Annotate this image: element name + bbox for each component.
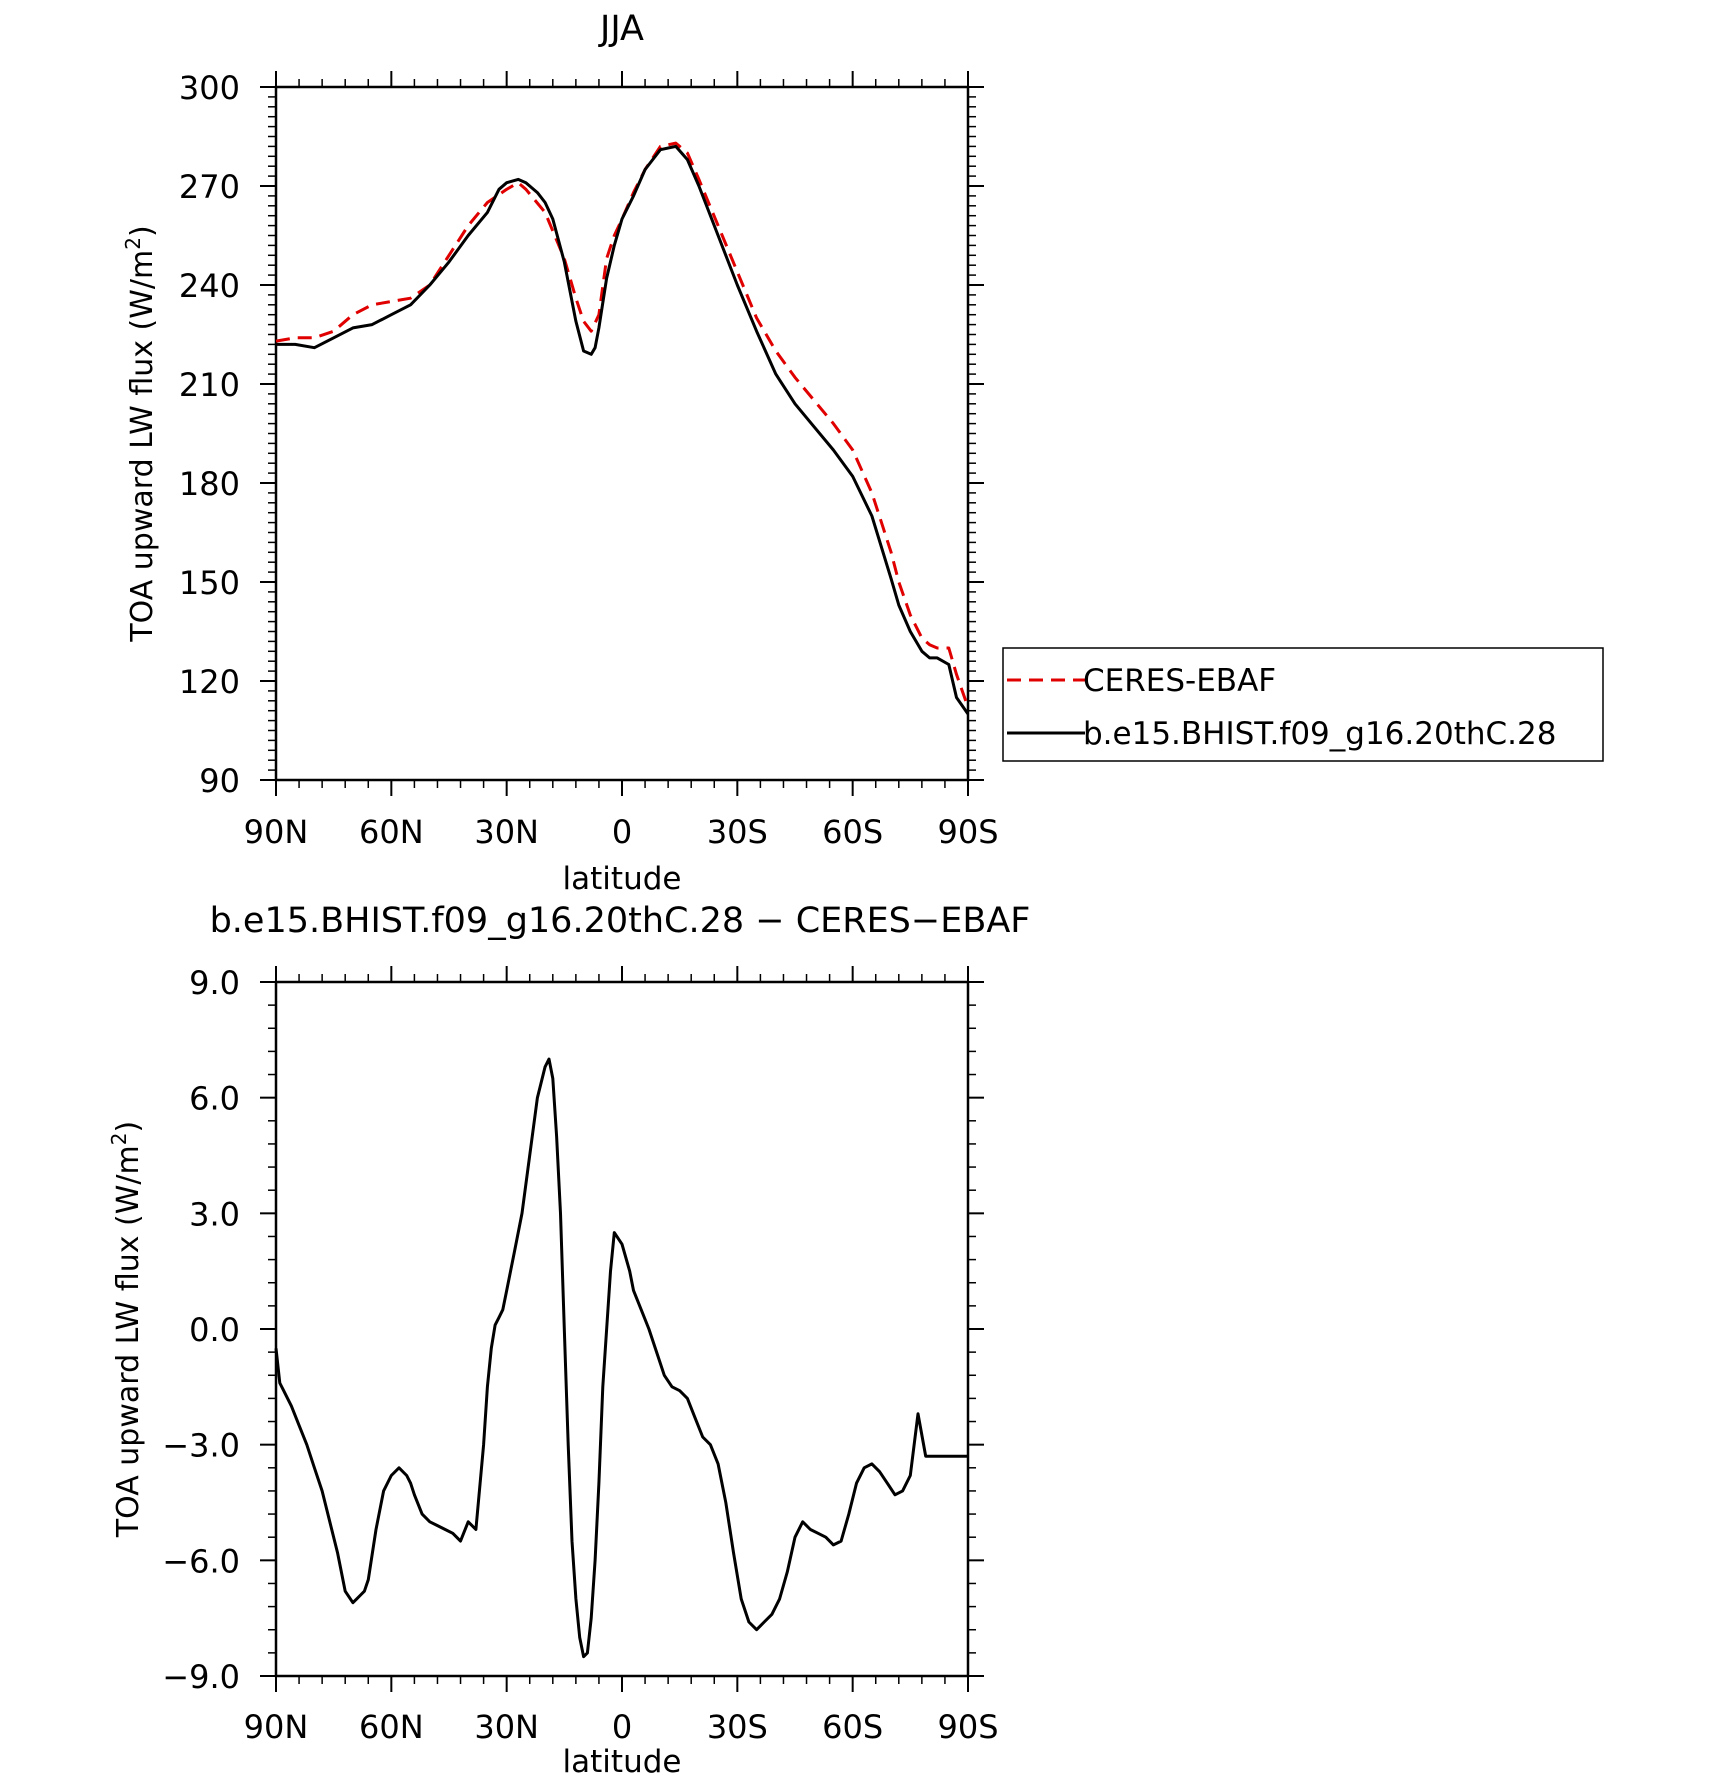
y-axis-label-text: TOA upward LW flux (W/m [125, 250, 160, 643]
y-axis-label-sup: 2 [107, 1133, 131, 1146]
y-tick-label: 300 [179, 69, 240, 107]
y-tick-label: 180 [179, 465, 240, 503]
legend: CERES-EBAF b.e15.BHIST.f09_g16.20thC.28 [1002, 647, 1604, 762]
x-tick-label: 0 [612, 1708, 632, 1746]
x-tick-label: 90N [244, 813, 309, 851]
series-line-2 [276, 144, 970, 715]
y-tick-label: 270 [179, 168, 240, 206]
x-tick-label: 60S [822, 1708, 883, 1746]
plot-frame [274, 85, 970, 782]
legend-label-1: CERES-EBAF [1083, 663, 1276, 699]
top-panel: JJA 90 120 150 180 210 240 270 300 90N 60N 30N 0 30S 6… [121, 9, 999, 897]
bottom-panel: b.e15.BHIST.f09_g16.20thC.28 − CERES−EBA… [107, 901, 1030, 1777]
y-tick-label: 150 [179, 564, 240, 602]
y-axis-label: TOA upward LW flux (W/m2) [107, 1121, 146, 1538]
x-tick-label: 60N [359, 1708, 424, 1746]
x-tick-label: 30S [707, 813, 768, 851]
y-axis-label-sup: 2 [121, 237, 145, 250]
y-tick-label: 0.0 [189, 1311, 240, 1349]
y-axis-label: TOA upward LW flux (W/m2) [121, 225, 160, 642]
y-tick-label: −3.0 [162, 1427, 240, 1465]
legend-label-2: b.e15.BHIST.f09_g16.20thC.28 [1083, 716, 1556, 752]
y-tick-label: −6.0 [162, 1542, 240, 1580]
y-tick-label: 90 [199, 762, 240, 800]
y-tick-label: 210 [179, 366, 240, 404]
x-tick-label: 30N [474, 813, 539, 851]
legend-box [1002, 647, 1604, 762]
y-tick-label: −9.0 [162, 1658, 240, 1696]
x-axis-label: latitude [563, 1744, 682, 1777]
x-tick-label: 90S [937, 1708, 998, 1746]
y-tick-label: 240 [179, 267, 240, 305]
x-tick-label: 90S [937, 813, 998, 851]
x-tick-label: 30N [474, 1708, 539, 1746]
y-tick-label: 6.0 [189, 1080, 240, 1118]
y-axis-label-close: ) [111, 1121, 146, 1133]
y-axis-label-text: TOA upward LW flux (W/m [111, 1145, 146, 1538]
x-tick-label: 0 [612, 813, 632, 851]
y-axis-label-close: ) [125, 225, 160, 237]
y-tick-label: 3.0 [189, 1195, 240, 1233]
x-tick-label: 30S [707, 1708, 768, 1746]
x-tick-label: 60N [359, 813, 424, 851]
x-tick-label: 60S [822, 813, 883, 851]
x-tick-label: 90N [244, 1708, 309, 1746]
y-tick-label: 120 [179, 663, 240, 701]
series-line-1 [275, 141, 970, 708]
plot-frame [274, 980, 970, 1678]
chart-title: JJA [598, 9, 644, 49]
chart-title: b.e15.BHIST.f09_g16.20thC.28 − CERES−EBA… [210, 901, 1031, 941]
x-axis-label: latitude [563, 861, 682, 897]
y-tick-label: 9.0 [189, 964, 240, 1002]
series-line-1 [274, 1057, 968, 1659]
